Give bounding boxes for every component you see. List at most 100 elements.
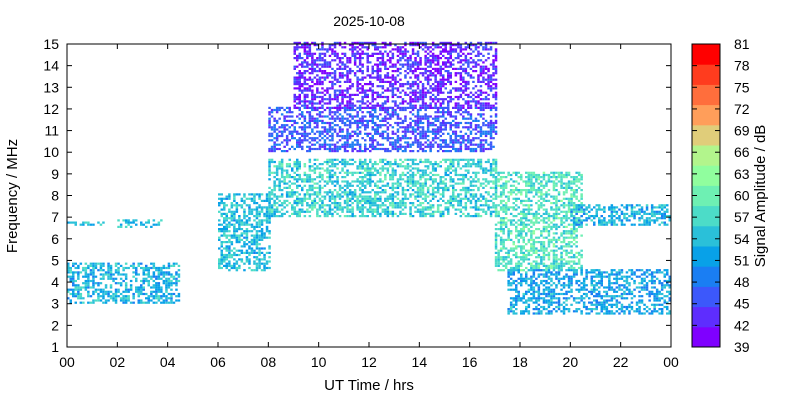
data-point (361, 91, 364, 94)
data-point (230, 210, 234, 213)
data-point (331, 59, 334, 62)
data-point (175, 284, 178, 287)
data-point (293, 65, 296, 68)
data-point (94, 275, 98, 278)
data-point (474, 91, 478, 94)
data-point (409, 182, 412, 185)
data-point (328, 117, 332, 120)
data-point (353, 215, 357, 218)
data-point (79, 297, 83, 300)
data-point (411, 72, 415, 75)
data-point (348, 44, 352, 47)
data-point (268, 173, 271, 177)
data-point (313, 61, 317, 64)
data-point (384, 212, 387, 215)
data-point (348, 98, 352, 101)
data-point (442, 145, 445, 148)
data-point (358, 158, 362, 161)
data-point (472, 59, 475, 62)
data-point (328, 108, 332, 112)
data-point (265, 230, 269, 233)
data-point (426, 83, 430, 86)
data-point (285, 111, 289, 114)
data-point (391, 197, 395, 200)
data-point (404, 132, 407, 135)
data-point (515, 264, 518, 267)
data-point (434, 167, 437, 170)
data-point (260, 193, 264, 196)
data-point (399, 184, 402, 187)
data-point (459, 204, 463, 207)
data-point (474, 63, 478, 66)
data-point (497, 256, 500, 259)
data-point (431, 132, 435, 135)
data-point (303, 124, 307, 127)
data-point (464, 163, 468, 166)
data-point (353, 115, 357, 118)
data-point (434, 178, 437, 181)
data-point (348, 59, 352, 62)
data-point (487, 130, 490, 133)
data-point (467, 134, 470, 138)
data-point (306, 54, 309, 57)
data-point (507, 260, 510, 263)
data-point (218, 236, 221, 239)
data-point (439, 134, 442, 138)
data-point (457, 163, 460, 166)
data-point (303, 195, 307, 198)
data-point (336, 95, 339, 99)
data-point (389, 124, 392, 127)
data-point (525, 253, 528, 257)
data-point (301, 186, 304, 189)
data-point (487, 102, 490, 105)
data-point (285, 195, 289, 198)
data-point (409, 121, 412, 125)
data-point (165, 286, 168, 289)
data-point (235, 234, 239, 237)
data-point (411, 106, 415, 109)
data-point (316, 182, 319, 185)
data-point (374, 52, 377, 55)
data-point (419, 46, 422, 49)
data-point (311, 184, 314, 187)
data-point (494, 212, 498, 215)
data-point (384, 63, 387, 66)
data-point (386, 171, 390, 174)
data-point (401, 100, 405, 103)
data-point (431, 74, 435, 77)
data-point (228, 210, 231, 213)
data-point (233, 219, 236, 222)
data-point (278, 204, 281, 207)
data-point (484, 41, 488, 44)
data-point (240, 204, 244, 207)
data-point (449, 113, 452, 116)
data-point (394, 195, 397, 198)
data-point (177, 292, 181, 296)
data-point (293, 160, 296, 164)
data-point (416, 143, 420, 146)
data-point (356, 208, 359, 211)
data-point (147, 301, 150, 304)
data-point (331, 52, 334, 55)
data-point (69, 221, 72, 224)
data-point (399, 165, 402, 168)
data-point (260, 221, 264, 224)
data-point (318, 189, 322, 192)
data-point (318, 171, 322, 174)
data-point (341, 128, 344, 131)
data-point (248, 223, 251, 226)
data-point (336, 204, 339, 207)
data-point (283, 108, 286, 112)
data-point (240, 251, 244, 254)
data-point (162, 282, 166, 285)
data-point (391, 74, 395, 77)
data-point (411, 178, 415, 181)
data-point (411, 65, 415, 68)
data-point (240, 223, 244, 226)
data-point (426, 104, 430, 107)
data-point (79, 301, 83, 304)
data-point (124, 219, 128, 222)
data-point (270, 115, 274, 118)
data-point (152, 297, 156, 300)
data-point (72, 284, 75, 287)
